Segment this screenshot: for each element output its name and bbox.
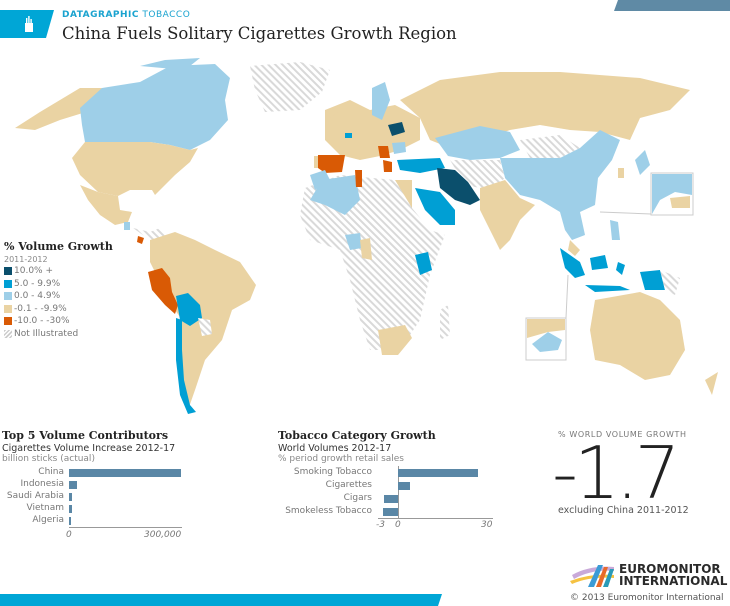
south-africa xyxy=(378,325,412,355)
sweden-norway xyxy=(372,82,390,120)
peru xyxy=(148,268,178,314)
brand-label: DATAGRAPHIC TOBACCO xyxy=(62,10,191,20)
bar-vietnam xyxy=(69,505,72,513)
map-legend: % Volume Growth 2011-2012 10.0% + 5.0 - … xyxy=(4,240,144,340)
zero-line xyxy=(398,466,399,518)
japan xyxy=(635,150,650,175)
legend-item-0-4: 0.0 - 4.9% xyxy=(4,290,144,303)
morocco xyxy=(310,170,330,190)
saudi-arabia xyxy=(415,188,455,225)
swatch-icon xyxy=(4,317,12,326)
bar-smoking-tobacco xyxy=(398,469,478,477)
legend-item-neg-large: -10.0 - -30% xyxy=(4,315,144,328)
bar-cigarettes xyxy=(398,482,410,490)
swatch-icon xyxy=(4,292,12,301)
bar-saudi-arabia xyxy=(69,493,72,501)
nigeria xyxy=(345,233,362,250)
algeria xyxy=(310,175,360,215)
china xyxy=(500,130,620,212)
madagascar xyxy=(440,305,450,340)
guatemala xyxy=(124,222,130,230)
south-korea xyxy=(618,168,624,178)
greece xyxy=(383,160,392,172)
page-title: China Fuels Solitary Cigarettes Growth R… xyxy=(62,24,457,43)
category-title: Tobacco Category Growth xyxy=(278,429,436,442)
costa-rica xyxy=(137,236,144,244)
philippines xyxy=(610,220,620,240)
bar-smokeless-tobacco xyxy=(383,508,398,516)
category-unit: % period growth retail sales xyxy=(278,454,404,464)
legend-item-5-9: 5.0 - 9.9% xyxy=(4,278,144,291)
indonesia xyxy=(560,248,585,278)
spain xyxy=(318,155,345,173)
hatch-swatch-icon xyxy=(4,329,12,338)
mexico xyxy=(80,185,132,225)
x-axis xyxy=(69,527,182,528)
romania xyxy=(392,142,406,154)
euromonitor-wordmark: EUROMONITOR INTERNATIONAL xyxy=(619,562,728,588)
bar-indonesia xyxy=(69,481,77,489)
swatch-icon xyxy=(4,279,12,288)
top5-title: Top 5 Volume Contributors xyxy=(2,429,169,442)
usa xyxy=(72,142,198,196)
category-chart-header: Tobacco Category Growth World Volumes 20… xyxy=(278,429,436,464)
india xyxy=(480,180,535,250)
kenya xyxy=(415,252,432,275)
top5-unit: billion sticks (actual) xyxy=(2,454,95,464)
kazakhstan xyxy=(435,126,520,160)
top5-subtitle: Cigarettes Volume Increase 2012-17 xyxy=(2,443,176,454)
canada xyxy=(80,64,230,150)
top5-chart-header: Top 5 Volume Contributors Cigarettes Vol… xyxy=(2,429,175,464)
top5-bar-chart: China Indonesia Saudi Arabia Vietnam Alg… xyxy=(6,467,182,540)
copyright: © 2013 Euromonitor International xyxy=(570,593,724,603)
bolivia xyxy=(176,293,202,326)
new-zealand xyxy=(705,372,718,395)
bar-china xyxy=(69,469,181,477)
thailand-vietnam xyxy=(560,212,585,240)
belgium xyxy=(345,133,352,138)
legend-period: 2011-2012 xyxy=(4,255,48,264)
greenland xyxy=(250,62,330,112)
turkey xyxy=(397,158,445,173)
chile xyxy=(176,318,196,414)
cameroon xyxy=(360,238,372,260)
kpi-label: % WORLD VOLUME GROWTH xyxy=(558,430,687,439)
alaska xyxy=(15,88,102,130)
africa-hatched xyxy=(300,175,445,350)
kpi-value: -1.7 xyxy=(552,431,681,515)
legend-item-not-illustrated: Not Illustrated xyxy=(4,328,144,341)
tunisia xyxy=(355,170,362,187)
bar-algeria xyxy=(69,517,71,525)
paraguay xyxy=(198,318,212,336)
swatch-icon xyxy=(4,267,12,276)
category-subtitle: World Volumes 2012-17 xyxy=(278,443,392,454)
x-axis xyxy=(378,518,493,519)
cigarette-pack-icon xyxy=(25,16,33,32)
category-bar-chart: Smoking Tobacco Cigarettes Cigars Smokel… xyxy=(285,466,493,530)
australia xyxy=(590,292,685,380)
top-right-band xyxy=(614,0,730,11)
mongolia xyxy=(520,135,580,158)
iran xyxy=(437,168,480,205)
header-logo-band xyxy=(0,10,54,38)
legend-title: % Volume Growth xyxy=(4,240,113,253)
world-choropleth-map xyxy=(15,58,718,414)
euromonitor-logo-icon xyxy=(570,565,614,587)
serbia-balkans xyxy=(378,146,390,158)
belarus xyxy=(388,122,405,136)
legend-item-neg-small: -0.1 - -9.9% xyxy=(4,303,144,316)
legend-item-10-plus: 10.0% + xyxy=(4,265,144,278)
uk xyxy=(330,112,340,130)
bottom-band xyxy=(0,594,442,606)
swatch-icon xyxy=(4,304,12,313)
malaysia xyxy=(568,240,580,256)
bar-cigars xyxy=(384,495,398,503)
kpi-note: excluding China 2011-2012 xyxy=(558,505,689,516)
portugal xyxy=(314,156,318,168)
